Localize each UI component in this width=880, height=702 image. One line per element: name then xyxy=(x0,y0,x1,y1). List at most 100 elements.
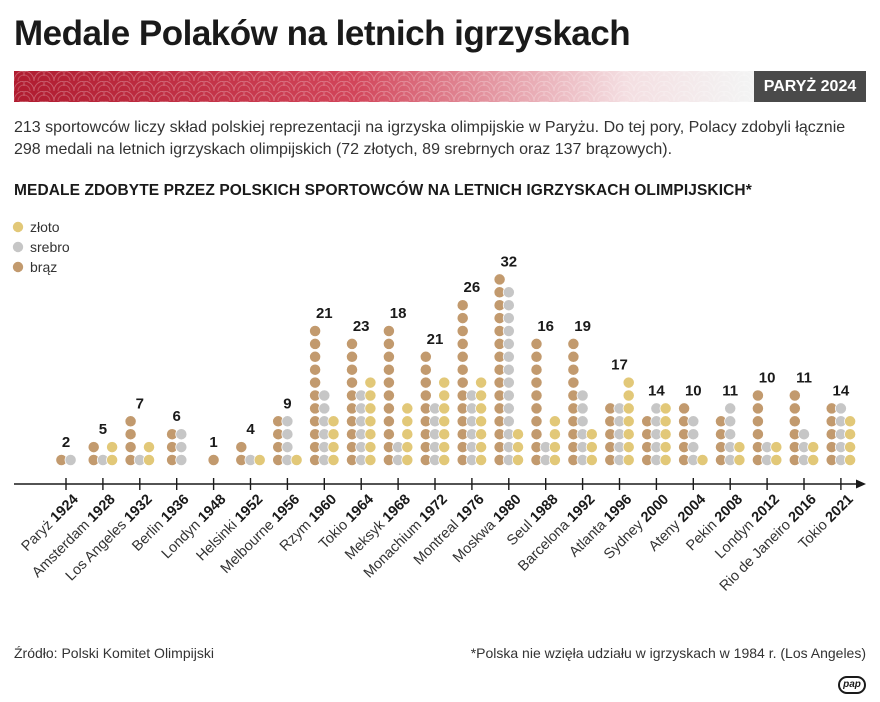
page-title: Medale Polaków na letnich igrzyskach xyxy=(14,14,631,53)
medal-dot xyxy=(456,376,469,389)
medal-dot xyxy=(502,389,515,402)
medal-dot xyxy=(207,454,220,466)
medal-dot xyxy=(502,312,515,325)
medal-dot xyxy=(253,454,266,466)
medal-dot xyxy=(502,415,515,428)
medal-dot xyxy=(438,428,451,441)
medal-dot xyxy=(512,428,524,441)
medal-dot xyxy=(770,441,783,454)
medal-dot xyxy=(844,454,857,466)
medal-dot xyxy=(788,415,801,428)
medal-dot xyxy=(530,402,543,415)
medal-dot xyxy=(622,389,635,402)
medal-dot xyxy=(585,441,598,454)
medal-dot xyxy=(622,441,635,454)
medal-dot xyxy=(364,428,377,441)
medal-dot xyxy=(659,415,672,428)
medal-dot xyxy=(724,428,737,441)
axis-arrow xyxy=(856,479,866,489)
medal-dot xyxy=(456,350,469,363)
pap-logo: pap xyxy=(838,676,866,694)
medal-dot xyxy=(724,402,737,415)
medal-dot xyxy=(530,363,543,376)
medal-dot xyxy=(678,402,691,415)
legend-label: srebro xyxy=(30,239,70,255)
footnote: *Polska nie wzięła udziału w igrzyskach … xyxy=(470,645,866,661)
medal-dot xyxy=(567,350,580,363)
medal-dot xyxy=(456,363,469,376)
medal-dot xyxy=(364,454,377,466)
medal-dot xyxy=(438,454,451,466)
medal-dot xyxy=(456,337,469,350)
medal-dot xyxy=(419,376,432,389)
medal-dot xyxy=(834,402,847,415)
medal-dot xyxy=(382,402,395,415)
legend-dot xyxy=(12,221,24,233)
medal-dot xyxy=(327,428,340,441)
medal-dot xyxy=(585,454,598,466)
medal-dot xyxy=(475,389,488,402)
medal-dot xyxy=(696,454,709,466)
medal-dot xyxy=(548,441,561,454)
medal-dot xyxy=(530,389,543,402)
medal-dot xyxy=(576,415,589,428)
total-label: 17 xyxy=(611,357,628,374)
medal-dot xyxy=(548,415,561,428)
medal-dot xyxy=(235,441,248,454)
medal-dot xyxy=(576,389,589,402)
medal-dot xyxy=(438,402,451,415)
medal-dot xyxy=(475,402,488,415)
medal-dot xyxy=(382,350,395,363)
medal-dot xyxy=(438,389,451,402)
medal-dot xyxy=(659,441,672,454)
legend-dot xyxy=(12,241,24,253)
medal-dot xyxy=(576,402,589,415)
medal-dot xyxy=(622,428,635,441)
total-label: 7 xyxy=(136,395,144,412)
chart-title: MEDALE ZDOBYTE PRZEZ POLSKICH SPORTOWCÓW… xyxy=(14,182,752,199)
total-label: 26 xyxy=(464,279,481,296)
medal-dot xyxy=(318,402,331,415)
medal-dot xyxy=(281,415,294,428)
medal-dot xyxy=(175,441,188,454)
medal-dot xyxy=(512,454,524,466)
header-banner: PARYŻ 2024 xyxy=(14,71,866,102)
medal-dot xyxy=(502,402,515,415)
medal-dot xyxy=(281,441,294,454)
medal-dot xyxy=(401,402,414,415)
total-label: 16 xyxy=(537,318,554,335)
medal-dot xyxy=(530,350,543,363)
medal-dot xyxy=(309,376,322,389)
medal-dot xyxy=(502,363,515,376)
medal-dot xyxy=(382,337,395,350)
medal-dot xyxy=(567,337,580,350)
total-label: 32 xyxy=(500,253,517,270)
medal-dot xyxy=(567,376,580,389)
medal-dot xyxy=(327,415,340,428)
medal-dot xyxy=(530,428,543,441)
total-label: 10 xyxy=(685,382,702,399)
medal-dot xyxy=(290,454,303,466)
medal-dot xyxy=(798,428,810,441)
medal-dot xyxy=(659,454,672,466)
medal-dot xyxy=(530,415,543,428)
medal-dot xyxy=(327,441,340,454)
medal-dot xyxy=(502,286,515,299)
medal-dot xyxy=(733,454,746,466)
medal-dot xyxy=(733,441,746,454)
medal-dot xyxy=(493,273,506,286)
total-label: 10 xyxy=(759,370,776,387)
medal-dot xyxy=(622,454,635,466)
medal-dot xyxy=(844,441,857,454)
medal-dot xyxy=(475,454,488,466)
legend-dot xyxy=(12,261,24,273)
medal-dot xyxy=(567,363,580,376)
medal-dot xyxy=(124,441,137,454)
medal-dot xyxy=(475,376,488,389)
medal-dot xyxy=(622,402,635,415)
medal-dot xyxy=(401,415,414,428)
medal-dot xyxy=(87,441,100,454)
medal-dot xyxy=(124,415,137,428)
medal-dot xyxy=(64,454,77,466)
